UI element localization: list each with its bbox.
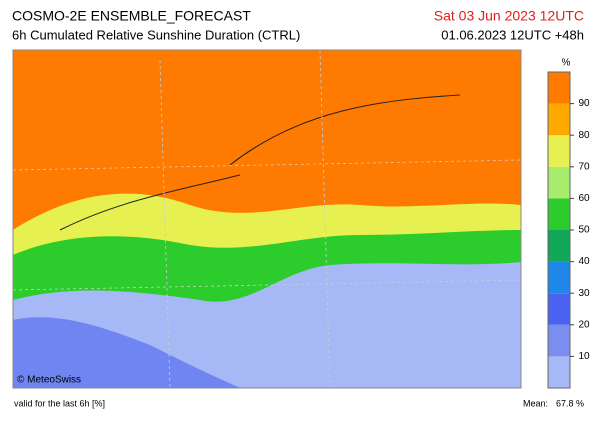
- colorbar-segment: [548, 72, 570, 104]
- colorbar-tick-label: 80: [578, 130, 590, 141]
- credit: © MeteoSwiss: [17, 375, 81, 386]
- colorbar-segment: [548, 103, 570, 136]
- colorbar: 10 20 30 40 50 60 70 80 90: [547, 71, 590, 389]
- mean-value: 67.8 %: [556, 398, 584, 408]
- footer-note: valid for the last 6h [%]: [14, 398, 105, 408]
- map-frame: [12, 49, 522, 389]
- colorbar-tick-label: 70: [578, 161, 590, 172]
- mean-label: Mean:: [523, 398, 548, 408]
- colorbar-segment: [548, 135, 570, 167]
- map: © MeteoSwiss: [12, 49, 522, 389]
- border: [59, 94, 461, 231]
- colorbar-tick-label: 30: [578, 288, 590, 299]
- colorbar-segment: [548, 166, 570, 199]
- subtitle: 6h Cumulated Relative Sunshine Duration …: [12, 27, 300, 42]
- init-time: 01.06.2023 12UTC +48h: [441, 27, 584, 42]
- title: COSMO-2E ENSEMBLE_FORECAST: [12, 8, 251, 24]
- colorbar-segment: [548, 198, 570, 230]
- colorbar-segment: [548, 293, 570, 325]
- colorbar-segment: [548, 324, 570, 357]
- colorbar-segment: [548, 356, 570, 388]
- colorbar-tick-label: 90: [578, 98, 590, 109]
- colorbar-segment: [548, 261, 570, 294]
- low-sunshine-area: [13, 317, 240, 388]
- colorbar-tick-label: 40: [578, 256, 590, 267]
- colorbar-tick-label: 10: [578, 351, 590, 362]
- colorbar-tick-label: 20: [578, 319, 590, 330]
- colorbar-unit: %: [562, 58, 571, 69]
- colorbar-tick-label: 50: [578, 225, 590, 236]
- colorbar-segment: [548, 230, 570, 262]
- colorbar-tick-label: 60: [578, 193, 590, 204]
- valid-time: Sat 03 Jun 2023 12UTC: [434, 8, 584, 24]
- graticule: [12, 49, 522, 389]
